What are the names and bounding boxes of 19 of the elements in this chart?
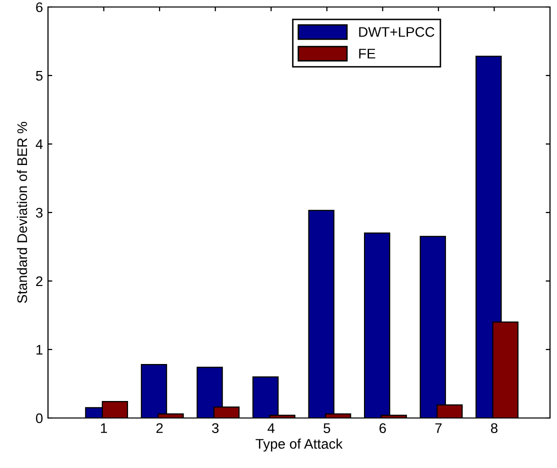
legend-label: FE [359,48,376,58]
y-tick-label: 2 [36,276,42,286]
y-tick-label: 1 [36,344,42,355]
y-axis-title: Standard Deviation of BER % [16,122,28,303]
y-tick-label: 4 [36,139,43,150]
y-tick-label: 3 [36,208,43,218]
x-tick-label: 8 [490,423,498,434]
y-tick-label: 0 [36,413,43,424]
x-tick-label: 3 [212,423,219,434]
x-axis-title: Type of Attack [256,438,343,452]
x-tick-label: 7 [435,423,442,433]
legend-label: DWT+LPCC [359,27,434,37]
x-tick-label: 6 [380,423,386,434]
x-tick-label: 2 [156,423,163,433]
x-tick-label: 1 [100,423,107,433]
y-tick-label: 5 [36,70,43,81]
x-tick-label: 5 [324,423,330,434]
x-tick-label: 4 [268,423,275,433]
y-tick-label: 6 [36,2,43,12]
